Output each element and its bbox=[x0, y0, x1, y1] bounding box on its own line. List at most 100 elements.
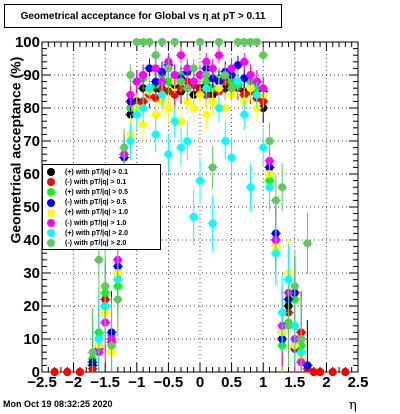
y-tick-label: 80 bbox=[23, 100, 40, 117]
data-point bbox=[246, 38, 255, 46]
data-point bbox=[151, 77, 160, 86]
legend-entry: (+) with pT/|q| > 1.0 bbox=[47, 208, 160, 218]
data-point bbox=[189, 64, 198, 73]
data-point bbox=[196, 90, 204, 99]
data-point bbox=[246, 71, 255, 79]
data-point bbox=[214, 84, 223, 93]
data-point bbox=[158, 38, 167, 46]
data-point bbox=[196, 38, 204, 46]
data-point bbox=[221, 71, 230, 79]
data-point bbox=[303, 361, 312, 370]
data-point bbox=[132, 110, 141, 119]
data-point bbox=[189, 77, 198, 86]
data-point bbox=[309, 368, 318, 376]
data-point bbox=[202, 110, 211, 119]
legend-marker-icon bbox=[47, 208, 55, 217]
y-tick-label: 10 bbox=[23, 331, 40, 348]
data-point bbox=[240, 57, 249, 66]
legend-label: (-) with pT/|q| > 1.0 bbox=[65, 219, 127, 227]
data-point bbox=[259, 51, 268, 60]
data-point bbox=[214, 104, 223, 112]
data-point bbox=[316, 368, 325, 376]
data-point bbox=[151, 110, 160, 119]
data-point bbox=[94, 255, 103, 264]
data-point bbox=[284, 321, 293, 330]
legend-marker-icon bbox=[47, 219, 55, 228]
legend-marker-icon bbox=[47, 188, 55, 197]
data-point bbox=[240, 110, 249, 119]
data-point bbox=[227, 153, 236, 162]
data-point bbox=[246, 183, 255, 192]
data-point bbox=[177, 117, 186, 126]
data-point bbox=[50, 368, 59, 376]
data-point bbox=[202, 71, 211, 79]
data-point bbox=[252, 77, 261, 86]
data-point bbox=[151, 130, 160, 139]
data-point bbox=[189, 104, 198, 112]
data-point bbox=[75, 368, 84, 376]
data-point bbox=[158, 77, 167, 86]
data-point bbox=[126, 71, 135, 79]
data-point bbox=[290, 282, 299, 291]
data-point bbox=[132, 38, 141, 46]
x-tick-label: 0.5 bbox=[221, 374, 242, 391]
data-point bbox=[297, 335, 306, 343]
data-point bbox=[265, 137, 274, 145]
data-point bbox=[94, 335, 103, 343]
data-point bbox=[221, 137, 230, 145]
data-point bbox=[139, 71, 148, 79]
data-point bbox=[126, 90, 135, 99]
chart-title: Geometrical acceptance for Global vs η a… bbox=[4, 4, 282, 28]
data-point bbox=[170, 90, 179, 99]
legend-entry: (-) with pT/|q| > 2.0 bbox=[47, 238, 160, 248]
legend-marker-icon bbox=[47, 198, 55, 207]
data-point bbox=[183, 64, 192, 73]
data-point bbox=[196, 71, 204, 79]
legend-entry: (+) with pT/|q| > 2.0 bbox=[47, 228, 160, 238]
data-point bbox=[233, 61, 242, 70]
data-point bbox=[284, 275, 293, 284]
legend-label: (+) with pT/|q| > 1.0 bbox=[65, 209, 129, 217]
data-point bbox=[170, 117, 179, 126]
legend-entry: (+) with pT/|q| > 0.5 bbox=[47, 187, 160, 197]
data-point bbox=[170, 38, 179, 46]
data-point bbox=[151, 64, 160, 73]
x-tick-label: 1.5 bbox=[284, 374, 305, 391]
data-point bbox=[164, 64, 173, 73]
data-point bbox=[252, 104, 261, 112]
x-tick-label: −2 bbox=[65, 374, 82, 391]
data-point bbox=[240, 38, 249, 46]
data-point bbox=[139, 38, 148, 46]
x-tick-label: −0.5 bbox=[154, 374, 184, 391]
legend-entry: (+) with pT/|q| > 0.1 bbox=[47, 167, 160, 177]
legend-marker-icon bbox=[47, 178, 55, 187]
legend-marker-icon bbox=[47, 239, 55, 248]
legend-label: (-) with pT/|q| > 2.0 bbox=[65, 239, 127, 247]
legend-marker-icon bbox=[47, 229, 55, 238]
data-point bbox=[120, 143, 129, 152]
data-point bbox=[158, 90, 167, 99]
legend-label: (+) with pT/|q| > 0.1 bbox=[65, 168, 129, 176]
data-point bbox=[151, 94, 160, 103]
data-point bbox=[164, 104, 173, 112]
data-point bbox=[278, 183, 287, 192]
y-tick-label: 30 bbox=[23, 265, 40, 282]
data-point bbox=[271, 249, 280, 258]
legend-marker-icon bbox=[47, 168, 55, 177]
data-point bbox=[259, 84, 268, 93]
data-point bbox=[202, 84, 211, 93]
data-point bbox=[183, 97, 192, 106]
data-point bbox=[208, 64, 217, 73]
data-point bbox=[259, 143, 268, 152]
legend-label: (-) with pT/|q| > 0.1 bbox=[65, 178, 127, 186]
legend: (+) with pT/|q| > 0.1 (-) with pT/|q| > … bbox=[42, 164, 161, 250]
x-axis-label: η bbox=[349, 398, 357, 413]
data-point bbox=[151, 51, 160, 60]
data-point bbox=[196, 176, 204, 185]
y-tick-label: 70 bbox=[23, 133, 40, 150]
data-point bbox=[208, 219, 217, 228]
x-tick-label: 1 bbox=[259, 374, 267, 391]
data-point bbox=[164, 77, 173, 86]
data-point bbox=[303, 239, 312, 248]
data-point bbox=[132, 77, 141, 86]
